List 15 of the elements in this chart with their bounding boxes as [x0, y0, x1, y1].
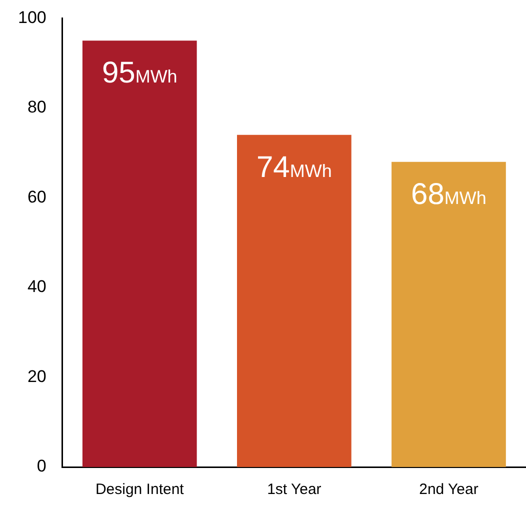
y-tick-label: 60 [27, 187, 46, 206]
data-label: 95MWh [102, 56, 178, 90]
y-tick-label: 20 [27, 366, 46, 386]
data-label: 68MWh [411, 178, 486, 211]
bar [82, 40, 197, 467]
bar [392, 162, 506, 467]
bar [237, 134, 352, 467]
y-tick-label: 0 [36, 456, 46, 476]
x-tick-label: Design Intent [95, 481, 185, 498]
x-tick-label: 2nd Year [419, 481, 478, 498]
x-tick-label: 1st Year [267, 481, 322, 498]
y-tick-label: 40 [27, 277, 46, 296]
y-tick-label: 100 [18, 8, 46, 27]
y-tick-label: 80 [27, 98, 46, 117]
data-label: 74MWh [256, 150, 332, 184]
